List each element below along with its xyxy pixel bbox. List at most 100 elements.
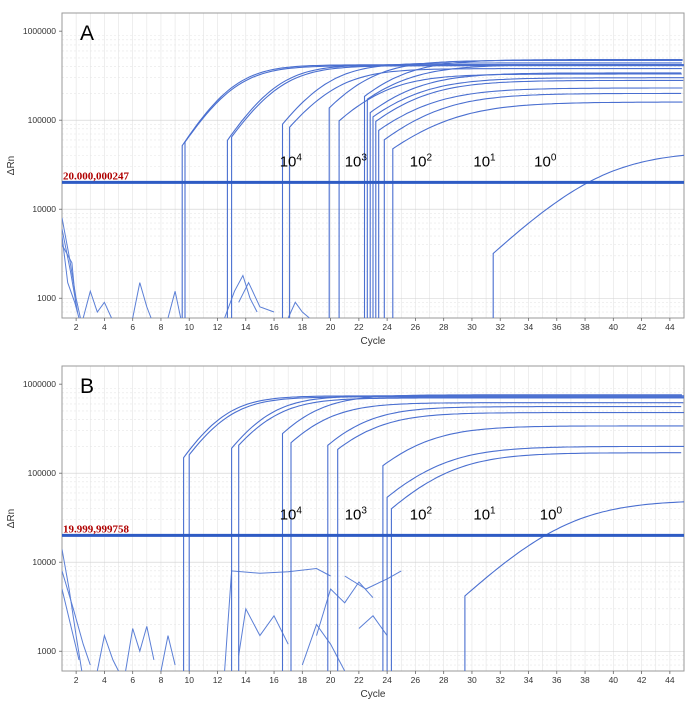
dilution-label: 103 [345,505,368,523]
amplification-curve [231,395,684,671]
dilution-exponent: 2 [426,505,432,516]
y-tick-label: 1000 [37,293,56,303]
curves [62,59,684,318]
noise-trace [62,235,80,318]
x-tick-label: 42 [637,675,647,685]
noise-trace [344,570,402,590]
y-tick-label: 10000 [32,204,56,214]
x-tick-label: 34 [524,322,534,332]
noise-trace [62,588,80,661]
amplification-curve [290,402,684,671]
dilution-label: 104 [280,152,303,170]
noise-trace [96,633,119,671]
panel-letter: A [80,22,94,45]
x-tick-label: 8 [159,675,164,685]
dilution-exponent: 1 [490,152,496,163]
curves [62,394,684,671]
x-tick-label: 40 [609,322,619,332]
y-tick-label: 10000 [32,557,56,567]
noise-trace [238,281,275,313]
amplification-curve [386,445,684,671]
x-tick-label: 8 [159,322,164,332]
amplification-curve [188,396,684,671]
x-tick-label: 42 [637,322,647,332]
dilution-base: 10 [534,153,551,170]
dilution-exponent: 4 [296,505,302,516]
dilution-exponent: 3 [361,505,367,516]
x-tick-label: 36 [552,322,562,332]
dilution-label: 101 [473,505,496,523]
x-tick-label: 30 [467,675,477,685]
amplification-curve [327,406,682,671]
dilution-exponent: 1 [490,505,496,516]
x-axis-title: Cycle [360,336,385,347]
x-tick-label: 4 [102,675,107,685]
amplification-curve [375,79,684,318]
y-axis-title: ΔRn [6,156,17,175]
dilution-label: 100 [534,152,557,170]
x-tick-label: 22 [354,675,364,685]
x-tick-label: 38 [580,675,590,685]
amplification-curve [281,62,682,318]
x-tick-label: 10 [184,675,194,685]
noise-trace [82,289,112,318]
x-tick-label: 44 [665,675,675,685]
dilution-base: 10 [473,153,490,170]
dilution-base: 10 [540,506,557,523]
x-tick-label: 20 [326,322,336,332]
noise-trace [62,244,77,307]
y-tick-label: 100000 [28,468,57,478]
x-tick-label: 36 [552,675,562,685]
noise-trace [238,607,289,656]
dilution-label: 102 [410,505,433,523]
dilution-base: 10 [410,153,427,170]
amplification-curve [382,425,684,671]
x-tick-label: 24 [382,675,392,685]
x-tick-label: 18 [298,675,308,685]
dilution-label: 100 [540,505,563,523]
x-tick-label: 12 [213,322,223,332]
noise-trace [287,301,310,318]
x-tick-label: 32 [495,322,505,332]
noise-trace [132,282,152,318]
amplification-curve [238,397,684,671]
x-tick-label: 20 [326,675,336,685]
dilution-label: 101 [473,152,496,170]
x-tick-label: 6 [130,675,135,685]
x-tick-label: 6 [130,322,135,332]
threshold-label: 20.000,000247 [63,170,130,182]
x-tick-label: 38 [580,322,590,332]
noise-trace [160,635,176,671]
y-tick-label: 1000000 [23,379,56,389]
noise-trace [167,291,182,318]
amplification-curve [392,101,683,318]
amplification-curve [390,452,682,671]
y-tick-label: 100000 [28,115,57,125]
noise-trace [62,570,91,666]
dilution-base: 10 [345,506,362,523]
x-tick-label: 26 [411,675,421,685]
amplification-curve [369,72,682,318]
amplification-plot-a: 2 4 6 8 10 12 14 16 18 20 22 24 26 28 30 32 34 36 38 40 42 44… [6,12,685,347]
amplification-curve [383,92,682,318]
dilution-base: 10 [280,153,297,170]
y-tick-label: 1000 [37,646,56,656]
threshold-label: 19.999,999758 [63,523,130,535]
y-tick-label: 1000000 [23,26,56,36]
amplification-curve [337,412,684,671]
dilution-base: 10 [280,506,297,523]
x-tick-label: 34 [524,675,534,685]
x-tick-label: 22 [354,322,364,332]
x-tick-label: 12 [213,675,223,685]
dilution-exponent: 2 [426,152,432,163]
x-tick-label: 28 [439,322,449,332]
dilution-base: 10 [473,506,490,523]
noise-trace [62,549,83,671]
x-tick-label: 40 [609,675,619,685]
dilution-label: 102 [410,152,433,170]
amplification-curve [372,77,684,318]
y-axis-title: ΔRn [6,509,17,528]
dilution-exponent: 0 [556,505,562,516]
amplification-curve [289,68,682,318]
amplification-curve [231,65,684,318]
